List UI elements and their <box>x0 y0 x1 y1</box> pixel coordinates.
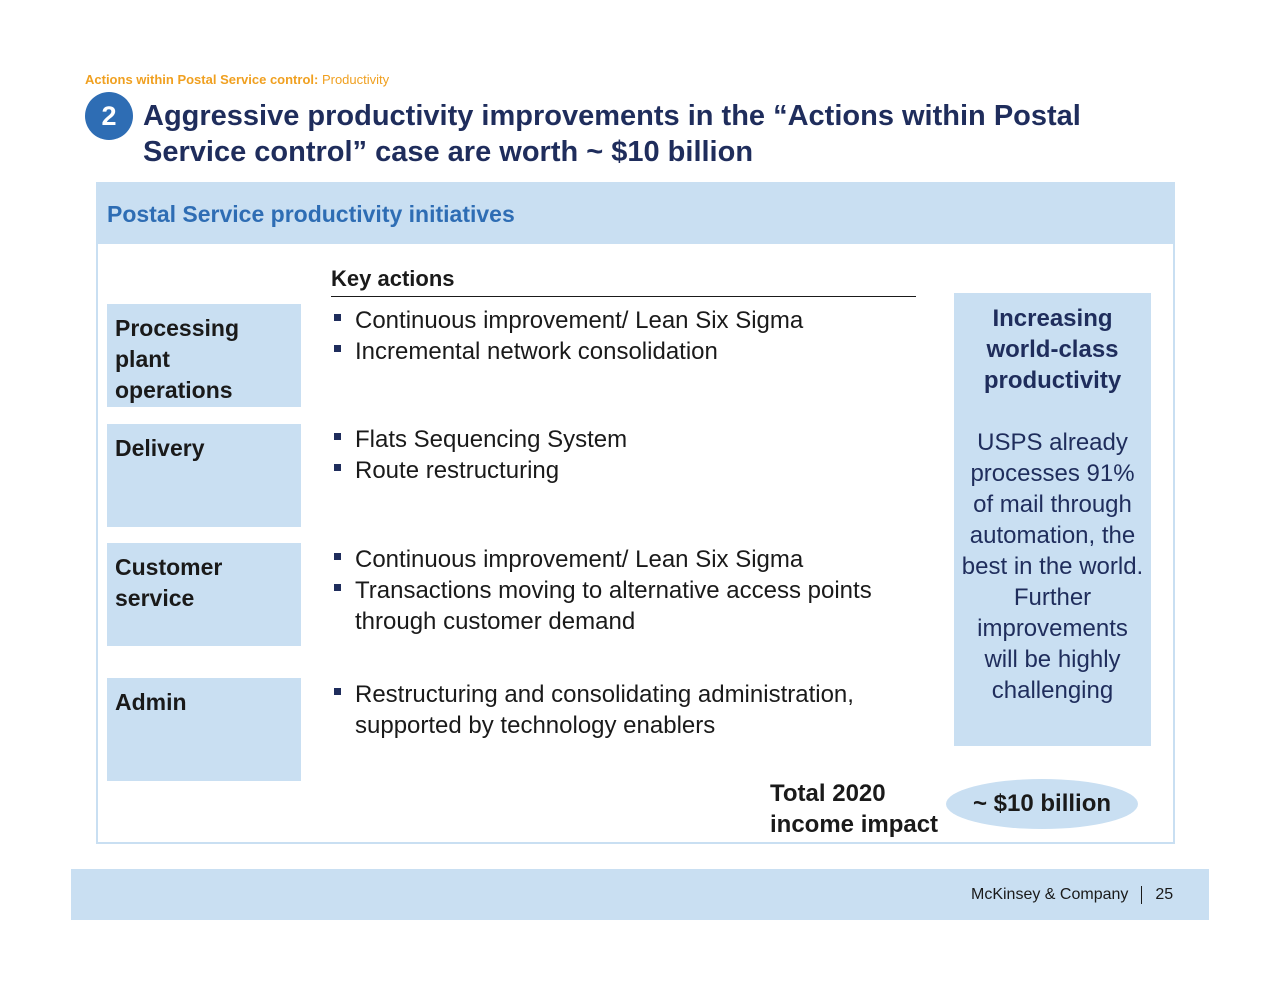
footer-company: McKinsey & Company <box>971 886 1129 903</box>
footer: McKinsey & Company 25 <box>971 886 1173 904</box>
section-tracker: Actions within Postal Service control: P… <box>85 72 389 87</box>
tracker-normal: Productivity <box>321 72 390 87</box>
list-item: Restructuring and consolidating administ… <box>331 679 921 741</box>
footer-divider <box>1141 886 1143 904</box>
panel-header-band <box>98 184 1173 244</box>
list-item: Incremental network consolidation <box>331 336 921 367</box>
total-impact-value: ~ $10 billion <box>946 779 1138 829</box>
key-actions-heading: Key actions <box>331 266 455 291</box>
list-item: Transactions moving to alternative acces… <box>331 575 921 637</box>
category-delivery: Delivery <box>107 424 301 527</box>
callout-heading: Increasing world-class productivity <box>983 305 1122 394</box>
title-line-2: Service control” case are worth ~ $10 bi… <box>143 136 754 168</box>
category-customer-service: Customer service <box>107 543 301 646</box>
callout-body: USPS already processes 91% of mail throu… <box>961 429 1144 704</box>
list-item: Route restructuring <box>331 455 921 486</box>
category-processing-plant: Processing plant operations <box>107 304 301 407</box>
actions-processing-plant: Continuous improvement/ Lean Six Sigma I… <box>331 305 921 367</box>
tracker-bold: Actions within Postal Service control: <box>85 72 319 87</box>
page-title: Aggressive productivity improvements in … <box>143 98 1163 170</box>
productivity-callout: Increasing world-class productivity USPS… <box>954 293 1151 746</box>
actions-customer-service: Continuous improvement/ Lean Six Sigma T… <box>331 544 921 637</box>
actions-admin: Restructuring and consolidating administ… <box>331 679 921 741</box>
list-item: Continuous improvement/ Lean Six Sigma <box>331 544 921 575</box>
title-line-1: Aggressive productivity improvements in … <box>143 100 1081 132</box>
actions-delivery: Flats Sequencing System Route restructur… <box>331 424 921 486</box>
page-number: 25 <box>1155 886 1174 903</box>
category-admin: Admin <box>107 678 301 781</box>
footer-band <box>71 869 1209 920</box>
list-item: Continuous improvement/ Lean Six Sigma <box>331 305 921 336</box>
panel-header-title: Postal Service productivity initiatives <box>107 201 515 227</box>
total-impact-label: Total 2020 income impact <box>770 780 939 838</box>
list-item: Flats Sequencing System <box>331 424 921 455</box>
key-actions-divider <box>331 296 916 297</box>
section-number-badge: 2 <box>85 92 133 140</box>
